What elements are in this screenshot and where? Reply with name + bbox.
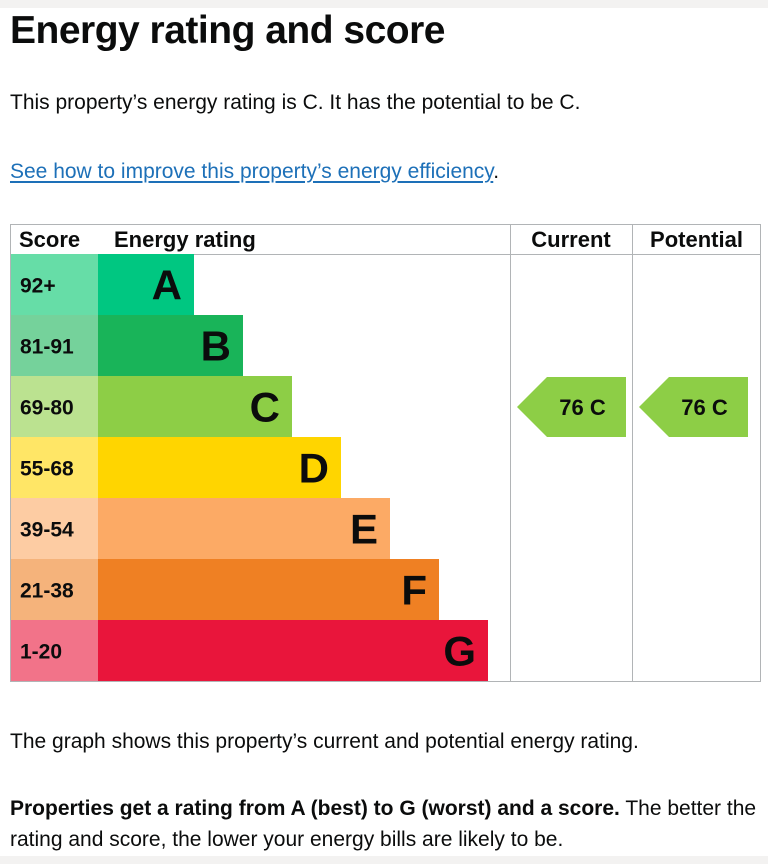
band-bar-c bbox=[98, 376, 292, 437]
page-title: Energy rating and score bbox=[10, 9, 445, 52]
improve-paragraph: See how to improve this property’s energ… bbox=[10, 157, 499, 187]
energy-rating-chart: Score Energy rating Current Potential 92+ A 81… bbox=[10, 224, 761, 682]
band-bar-e bbox=[98, 498, 390, 559]
bottom-strip bbox=[0, 856, 768, 864]
energy-rating-graph: Score Energy rating Current Potential 92+ A 81… bbox=[10, 224, 761, 682]
rating-explanation-bold: Properties get a rating from A (best) to… bbox=[10, 797, 620, 820]
score-range-d: 55-68 bbox=[20, 458, 74, 481]
potential-arrow bbox=[639, 377, 748, 437]
score-range-f: 21-38 bbox=[20, 580, 74, 603]
score-range-b: 81-91 bbox=[20, 336, 74, 359]
score-cell-f bbox=[11, 559, 98, 620]
band-letter-f: F bbox=[401, 567, 427, 614]
band-letter-a: A bbox=[152, 262, 182, 309]
top-strip bbox=[0, 0, 768, 8]
band-letter-e: E bbox=[350, 506, 378, 553]
header-energy-rating: Energy rating bbox=[114, 227, 256, 252]
band-bar-f bbox=[98, 559, 439, 620]
band-letter-b: B bbox=[201, 323, 231, 370]
graph-caption: The graph shows this property’s current … bbox=[10, 730, 639, 753]
improve-period: . bbox=[493, 160, 500, 183]
score-cell-c bbox=[11, 376, 98, 437]
band-letter-g: G bbox=[443, 628, 476, 675]
score-cell-a bbox=[11, 254, 98, 315]
band-bar-a bbox=[98, 254, 194, 315]
band-letter-c: C bbox=[250, 384, 280, 431]
score-cell-g bbox=[11, 620, 98, 681]
current-rating-label: 76 C bbox=[559, 395, 606, 420]
band-bar-b bbox=[98, 315, 243, 376]
header-potential: Potential bbox=[650, 227, 743, 252]
header-score: Score bbox=[19, 227, 80, 252]
potential-rating-label: 76 C bbox=[681, 395, 728, 420]
current-arrow bbox=[517, 377, 626, 437]
rating-explanation-rest: The better the rating and score, the low… bbox=[10, 797, 757, 851]
rating-summary: This property’s energy rating is C. It h… bbox=[10, 91, 581, 114]
score-range-c: 69-80 bbox=[20, 397, 74, 420]
improve-efficiency-link[interactable]: See how to improve this property’s energ… bbox=[10, 160, 494, 183]
score-cell-b bbox=[11, 315, 98, 376]
score-range-a: 92+ bbox=[20, 275, 56, 298]
score-range-e: 39-54 bbox=[20, 519, 74, 542]
band-bar-d bbox=[98, 437, 341, 498]
rating-explanation: Properties get a rating from A (best) to… bbox=[10, 793, 760, 855]
header-current: Current bbox=[531, 227, 611, 252]
score-cell-d bbox=[11, 437, 98, 498]
band-bar-g bbox=[98, 620, 488, 681]
band-letter-d: D bbox=[299, 445, 329, 492]
score-cell-e bbox=[11, 498, 98, 559]
score-range-g: 1-20 bbox=[20, 641, 62, 664]
